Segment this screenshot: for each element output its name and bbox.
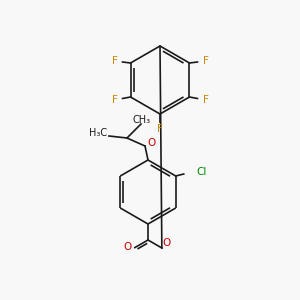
Text: O: O — [163, 238, 171, 248]
Text: F: F — [112, 56, 118, 66]
Text: O: O — [147, 138, 155, 148]
Text: F: F — [157, 124, 163, 134]
Text: O: O — [123, 242, 131, 252]
Text: F: F — [112, 95, 118, 105]
Text: Cl: Cl — [197, 167, 207, 177]
Text: F: F — [202, 56, 208, 66]
Text: F: F — [202, 95, 208, 105]
Text: CH₃: CH₃ — [133, 115, 151, 125]
Text: H₃C: H₃C — [89, 128, 107, 138]
